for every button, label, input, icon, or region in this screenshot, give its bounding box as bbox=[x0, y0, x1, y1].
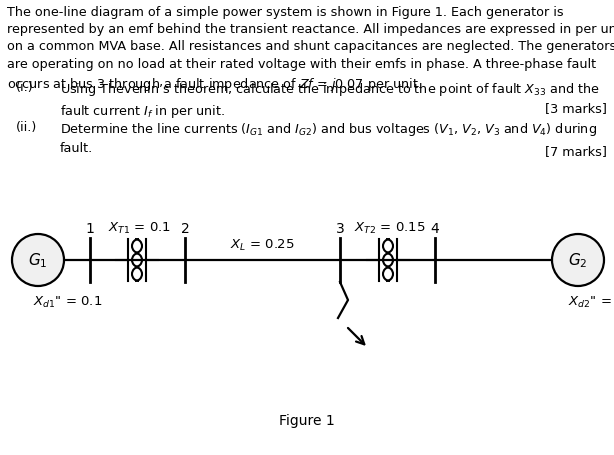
Text: $G_1$: $G_1$ bbox=[28, 251, 48, 270]
Text: 3: 3 bbox=[336, 222, 344, 236]
Text: (i.): (i.) bbox=[16, 81, 34, 94]
Text: $X_{T2}$ = 0.15: $X_{T2}$ = 0.15 bbox=[354, 220, 426, 236]
Text: $X_{d2}$" = 0.1: $X_{d2}$" = 0.1 bbox=[568, 294, 614, 309]
Text: Figure 1: Figure 1 bbox=[279, 413, 335, 427]
Text: $G_2$: $G_2$ bbox=[568, 251, 588, 270]
Circle shape bbox=[552, 234, 604, 286]
Circle shape bbox=[12, 234, 64, 286]
Text: 1: 1 bbox=[85, 222, 95, 236]
Text: $X_{d1}$" = 0.1: $X_{d1}$" = 0.1 bbox=[33, 294, 103, 309]
Text: 4: 4 bbox=[430, 222, 440, 236]
Text: [7 marks]: [7 marks] bbox=[545, 145, 607, 157]
Text: (ii.): (ii.) bbox=[16, 121, 37, 134]
Text: [3 marks]: [3 marks] bbox=[545, 102, 607, 115]
Text: 2: 2 bbox=[181, 222, 189, 236]
Text: The one-line diagram of a simple power system is shown in Figure 1. Each generat: The one-line diagram of a simple power s… bbox=[7, 6, 614, 92]
Text: Using Thevenin’s theorem, calculate the impedance to the point of fault $X_{33}$: Using Thevenin’s theorem, calculate the … bbox=[60, 81, 600, 120]
Text: $X_{T1}$ = 0.1: $X_{T1}$ = 0.1 bbox=[107, 220, 171, 236]
Text: $X_L$ = 0.25: $X_L$ = 0.25 bbox=[230, 238, 295, 253]
Text: Determine the line currents ($I_{G1}$ and $I_{G2}$) and bus voltages ($V_1$, $V_: Determine the line currents ($I_{G1}$ an… bbox=[60, 121, 597, 155]
